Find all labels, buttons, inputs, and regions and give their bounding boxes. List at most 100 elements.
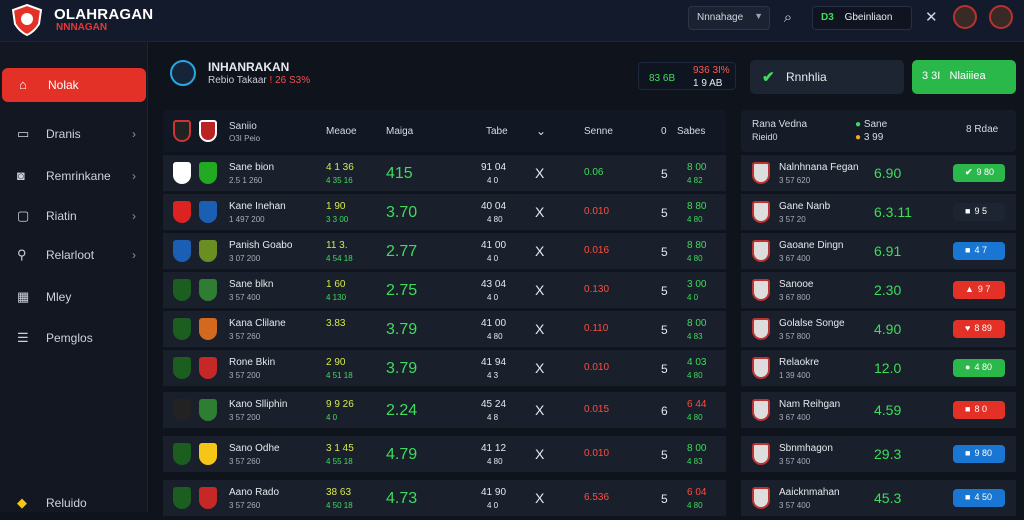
sidebar-item-dranis[interactable]: ▭ Dranis › [0,117,148,151]
team-badge [199,279,217,301]
main-odd[interactable]: 3.79 [386,321,418,338]
list-item[interactable]: Sanooe 3 67 800 2.30 ▲ 9 7 [741,272,1016,309]
odd-top[interactable]: 9 9 26 [326,399,354,410]
odd-pill[interactable]: ✔ 9 80 [953,164,1005,182]
close-icon[interactable]: X [535,321,545,337]
odd-bottom: 4 0 [326,413,338,422]
table-row[interactable]: Panish Goabo 3 07 200 11 3. 4 54 18 2.77… [163,233,726,270]
avatar[interactable] [953,5,977,29]
table-row[interactable]: Sane blkn 3 57 400 1 60 4 130 2.75 43 04… [163,272,726,309]
balance-box[interactable]: D3 Gbeinliaon [812,6,912,30]
odd-top[interactable]: 11 3. [326,240,348,251]
chevron-right-icon: › [132,248,136,262]
close-icon[interactable]: X [535,204,545,220]
odd-pill[interactable]: ■ 4 50 [953,489,1005,507]
main-odd[interactable]: 6.91 [874,243,902,259]
search-icon[interactable]: ⌕ [783,9,793,26]
main-odd[interactable]: 6.3.11 [874,204,912,220]
odd-top[interactable]: 2 90 [326,357,346,368]
match-name: Panish Goabo [229,240,293,251]
close-icon[interactable]: X [535,282,545,298]
score-bottom: 4 8 [487,413,499,422]
shield-logo-icon[interactable] [10,4,44,36]
dropdown-value: Nnnahage [697,12,744,23]
main-odd[interactable]: 2.30 [874,282,902,298]
close-icon[interactable]: X [535,165,545,181]
sidebar-item-mley[interactable]: ▦ Mley [0,280,148,314]
avatar[interactable] [989,5,1013,29]
table-row[interactable]: Kano Slliphin 3 57 200 9 9 26 4 0 2.24 4… [163,392,726,429]
main-odd[interactable]: 45.3 [874,490,902,506]
team-badge [199,318,217,340]
odd-bottom: 4 55 18 [326,457,353,466]
status-icon: ■ [965,206,971,216]
sidebar-item-reluido[interactable]: ◆ Reluido [0,486,148,520]
odd-pill[interactable]: ■ 9 80 [953,445,1005,463]
odd-pill[interactable]: ● 4 80 [953,359,1005,377]
list-item[interactable]: Gane Nanb 3 57 20 6.3.11 ■ 9 5 [741,194,1016,231]
count-value: 5 [661,284,668,298]
close-icon[interactable]: X [535,490,545,506]
close-icon[interactable]: X [535,402,545,418]
main-odd[interactable]: 2.75 [386,282,418,299]
list-item[interactable]: Nalnhnana Fegan 3 57 620 6.90 ✔ 9 80 [741,155,1016,192]
chevron-down-icon[interactable]: ⌄ [536,124,547,138]
list-item[interactable]: Gaoane Dingn 3 67 400 6.91 ■ 4 7 [741,233,1016,270]
list-item[interactable]: Golalse Songe 3 57 800 4.90 ♥ 8 89 [741,311,1016,348]
table-row[interactable]: Rone Bkin 3 57 200 2 90 4 51 18 3.79 41 … [163,350,726,387]
sidebar-item-pemglos[interactable]: ☰ Pemglos [0,321,148,355]
close-icon[interactable]: X [535,243,545,259]
list-item[interactable]: Relaokre 1 39 400 12.0 ● 4 80 [741,350,1016,387]
sport-dropdown[interactable]: Nnnahage ▼ [688,6,770,30]
odd-top[interactable]: 38 63 [326,487,352,498]
odd-top[interactable]: 1 60 [326,279,346,290]
bet-button[interactable]: 3 3I Nlaiiiea [912,60,1016,94]
odd-pill[interactable]: ■ 4 7 [953,242,1005,260]
odd-top[interactable]: 1 90 [326,201,346,212]
match-name: Nam Reihgan [779,399,841,410]
chevron-down-icon: ▼ [754,11,763,21]
sidebar-item-label: Remrinkane [46,169,111,183]
odd-pill[interactable]: ■ 8 0 [953,401,1005,419]
odd-top[interactable]: 3 1 45 [326,443,354,454]
main-odd[interactable]: 12.0 [874,360,902,376]
live-score-box[interactable]: 83 6B 936 3I% 1 9 AB [638,62,736,90]
match-time: 3 67 400 [779,254,811,263]
main-odd[interactable]: 4.90 [874,321,902,337]
main-odd[interactable]: 415 [386,165,413,182]
table-row[interactable]: Sano Odhe 3 57 260 3 1 45 4 55 18 4.79 4… [163,436,726,473]
table-row[interactable]: Kana Clilane 3 57 260 3.83 3.79 41 00 4 … [163,311,726,348]
team-badge [173,399,191,421]
sidebar-item-riatin[interactable]: ▢ Riatin › [0,199,148,233]
page-title-block: INHANRAKAN Rebio Takaar ! 26 S3% [168,58,348,94]
close-icon[interactable]: ✕ [925,9,938,26]
main-odd[interactable]: 4.79 [386,446,418,463]
main-odd[interactable]: 2.77 [386,243,418,260]
odd-pill[interactable]: ▲ 9 7 [953,281,1005,299]
close-icon[interactable]: X [535,360,545,376]
list-item[interactable]: Nam Reihgan 3 67 400 4.59 ■ 8 0 [741,392,1016,429]
confirm-button[interactable]: ✔ Rnnhlia [750,60,904,94]
table-row[interactable]: Sane bion 2.5 1 260 4 1 36 4 35 16 415 9… [163,155,726,192]
odd-pill[interactable]: ■ 9 5 [953,203,1005,221]
main-odd[interactable]: 6.90 [874,165,902,181]
close-icon[interactable]: X [535,446,545,462]
odd-pill[interactable]: ♥ 8 89 [953,320,1005,338]
main-odd[interactable]: 29.3 [874,446,902,462]
table-row[interactable]: Kane Inehan 1 497 200 1 90 3 3 00 3.70 4… [163,194,726,231]
table-row[interactable]: Aano Rado 3 57 260 38 63 4 50 18 4.73 41… [163,480,726,517]
main-odd[interactable]: 3.79 [386,360,418,377]
odd-top[interactable]: 3.83 [326,318,346,329]
main-odd[interactable]: 2.24 [386,402,418,419]
sidebar-item-remrinkane[interactable]: ◙ Remrinkane › [0,159,148,193]
list-item[interactable]: Sbnmhagon 3 57 400 29.3 ■ 9 80 [741,436,1016,473]
main-odd[interactable]: 4.73 [386,490,418,507]
main-odd[interactable]: 4.59 [874,402,902,418]
count-value: 5 [661,245,668,259]
list-item[interactable]: Aaicknmahan 3 57 400 45.3 ■ 4 50 [741,480,1016,517]
odd-top[interactable]: 4 1 36 [326,162,354,173]
sidebar-item-nolak[interactable]: ⌂ Nolak [2,68,146,102]
odd-bottom: 4 35 16 [326,176,353,185]
sidebar-item-relarloot[interactable]: ⚲ Relarloot › [0,238,148,272]
main-odd[interactable]: 3.70 [386,204,418,221]
